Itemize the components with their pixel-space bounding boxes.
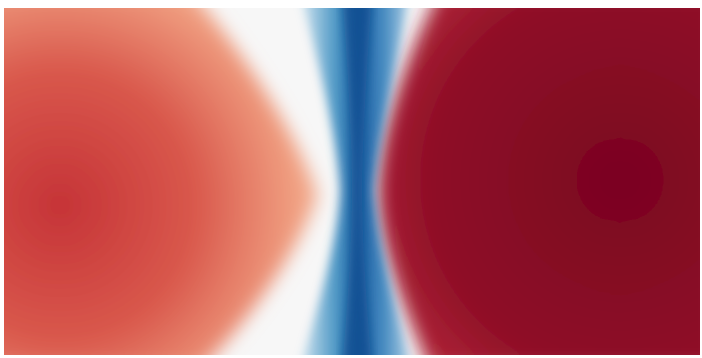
right-region (378, 0, 702, 358)
heatmap (0, 0, 702, 358)
page (0, 0, 702, 358)
heatmap-image (0, 0, 702, 358)
